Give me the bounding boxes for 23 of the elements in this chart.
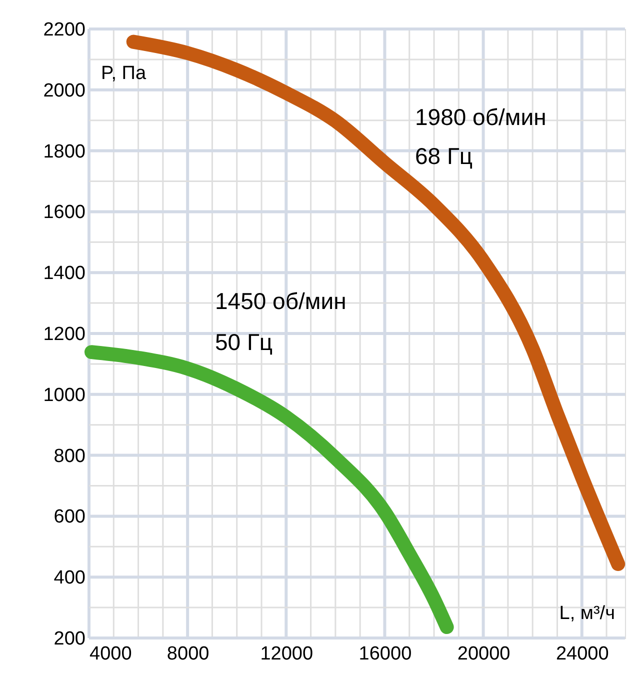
y-tick-label: 200: [54, 628, 86, 650]
y-tick-label: 1800: [43, 141, 86, 162]
y-tick-label: 2000: [43, 80, 86, 102]
x-tick-label: 8000: [166, 644, 210, 664]
x-tick-label: 20000: [457, 644, 510, 664]
x-axis-title: L, м³/ч: [559, 603, 615, 624]
y-tick-label: 800: [54, 446, 86, 467]
y-tick-label: 600: [54, 506, 86, 528]
y-tick-label: 1400: [43, 263, 86, 284]
y-tick-label: 400: [54, 568, 86, 589]
y-tick-label: 2200: [43, 20, 86, 40]
y-tick-label: 1600: [43, 202, 86, 224]
x-tick-label: 24000: [556, 644, 609, 664]
annotation: 1450 об/мин: [215, 288, 346, 314]
x-tick-label: 12000: [260, 644, 314, 664]
annotation: 1980 об/мин: [415, 104, 546, 130]
x-tick-label: 4000: [90, 644, 132, 664]
annotation: 50 Гц: [215, 329, 273, 355]
annotation: 68 Гц: [415, 143, 473, 169]
y-tick-label: 1200: [43, 324, 86, 345]
y-tick-label: 1000: [43, 384, 86, 406]
y-axis-title: P, Па: [101, 63, 146, 84]
x-tick-label: 16000: [358, 644, 412, 664]
